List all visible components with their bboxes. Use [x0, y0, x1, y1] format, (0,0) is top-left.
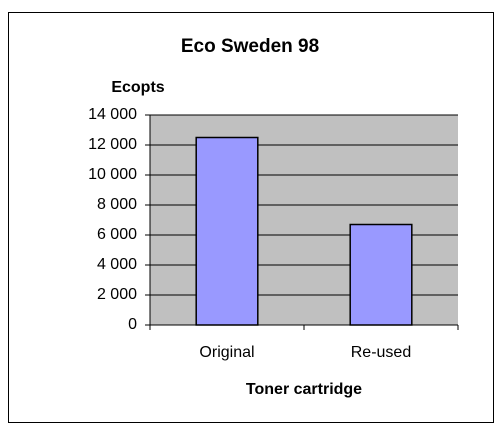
- y-tick-label: 10 000: [88, 166, 137, 183]
- chart-title: Eco Sweden 98: [181, 36, 319, 57]
- x-tick-label: Re-used: [351, 344, 411, 361]
- bar: [349, 223, 413, 326]
- bar: [195, 136, 259, 326]
- y-axis-title: Ecopts: [111, 79, 164, 96]
- y-tick-label: 12 000: [88, 136, 137, 153]
- y-tick-label: 8 000: [97, 196, 137, 213]
- y-tick-label: 14 000: [88, 106, 137, 123]
- y-tick-label: 4 000: [97, 256, 137, 273]
- y-tick-label: 2 000: [97, 286, 137, 303]
- y-tick-label: 0: [128, 316, 137, 333]
- x-axis-title: Toner cartridge: [246, 381, 362, 398]
- x-tick-label: Original: [199, 344, 254, 361]
- y-tick-label: 6 000: [97, 226, 137, 243]
